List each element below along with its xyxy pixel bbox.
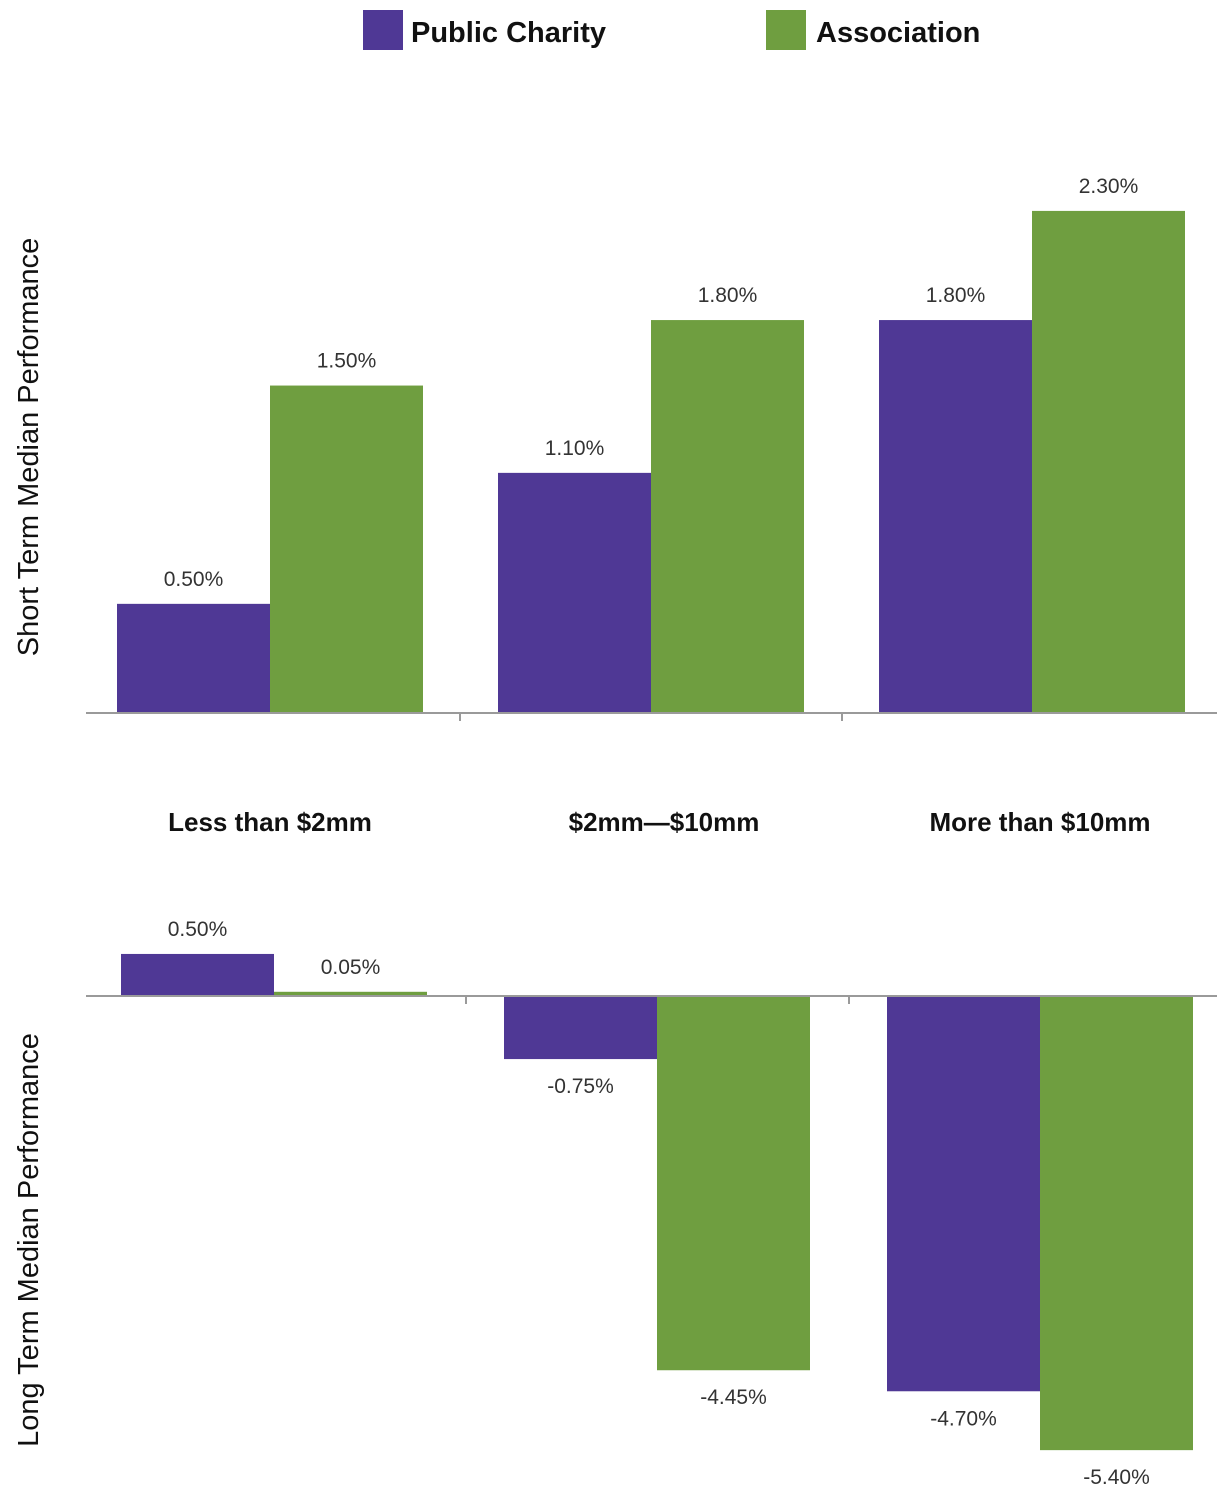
short-term-data-label-public-charity-2mm-10mm: 1.10% — [545, 437, 605, 460]
category-label-more-than-10mm: More than $10mm — [929, 807, 1150, 837]
long-term-bars: 0.50% -0.75% -4.70% 0.05% -4.45% -5.40% — [121, 918, 1193, 1489]
short-term-bars: 0.50% 1.10% 1.80% 1.50% 1.80% 2.30% — [117, 175, 1185, 713]
long-term-data-label-public-charity-less-than-2mm: 0.50% — [168, 918, 228, 941]
long-term-baseline-axis — [86, 995, 1217, 1004]
long-term-bar-association-less-than-2mm — [274, 991, 427, 996]
long-term-data-label-association-2mm-10mm: -4.45% — [700, 1386, 767, 1409]
long-term-bar-public-charity-2mm-10mm — [504, 996, 657, 1060]
short-term-baseline-axis — [86, 712, 1217, 721]
category-label-2mm-10mm: $2mm—$10mm — [569, 807, 760, 837]
legend-label-public-charity: Public Charity — [411, 17, 606, 49]
long-term-data-label-association-more-than-10mm: -5.40% — [1083, 1466, 1150, 1489]
long-term-bar-association-2mm-10mm — [657, 996, 810, 1371]
short-term-y-axis-label: Short Term Median Performance — [13, 238, 45, 657]
long-term-y-axis-label: Long Term Median Performance — [13, 1033, 45, 1447]
short-term-bar-association-less-than-2mm — [270, 385, 423, 713]
short-term-bar-public-charity-more-than-10mm — [879, 320, 1032, 713]
short-term-bar-public-charity-less-than-2mm — [117, 603, 270, 713]
long-term-bar-public-charity-less-than-2mm — [121, 953, 274, 996]
legend-swatch-association — [766, 10, 806, 50]
legend: Public Charity Association — [363, 10, 980, 50]
short-term-bar-association-2mm-10mm — [651, 320, 804, 713]
legend-label-association: Association — [816, 17, 980, 49]
short-term-data-label-association-2mm-10mm: 1.80% — [698, 284, 758, 307]
long-term-data-label-public-charity-more-than-10mm: -4.70% — [930, 1407, 997, 1430]
short-term-data-label-public-charity-more-than-10mm: 1.80% — [926, 284, 986, 307]
short-term-bar-association-more-than-10mm — [1032, 210, 1185, 713]
short-term-data-label-association-less-than-2mm: 1.50% — [317, 350, 377, 373]
short-term-data-label-public-charity-less-than-2mm: 0.50% — [164, 568, 224, 591]
long-term-data-label-association-less-than-2mm: 0.05% — [321, 956, 381, 979]
long-term-data-label-public-charity-2mm-10mm: -0.75% — [547, 1075, 614, 1098]
legend-swatch-public-charity — [363, 10, 403, 50]
long-term-bar-public-charity-more-than-10mm — [887, 996, 1040, 1392]
short-term-bar-public-charity-2mm-10mm — [498, 472, 651, 713]
short-term-data-label-association-more-than-10mm: 2.30% — [1079, 175, 1139, 198]
category-labels: Less than $2mm $2mm—$10mm More than $10m… — [168, 807, 1150, 837]
long-term-bar-association-more-than-10mm — [1040, 996, 1193, 1451]
category-label-less-than-2mm: Less than $2mm — [168, 807, 372, 837]
